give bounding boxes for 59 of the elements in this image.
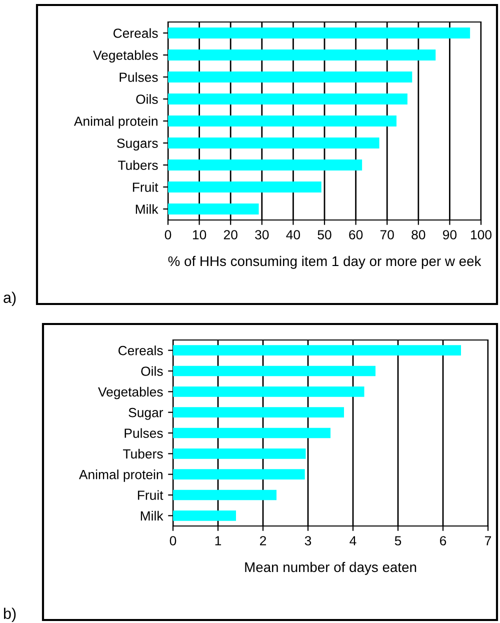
- y-tick-label: Animal protein: [78, 470, 162, 482]
- x-tick-label: 90: [442, 230, 457, 240]
- y-tick-label: Tubers: [118, 160, 158, 170]
- y-tick-label: Milk: [136, 204, 158, 214]
- x-tick-label: 4: [350, 536, 356, 546]
- y-tick-label: Sugars: [117, 138, 158, 151]
- bar: [168, 50, 436, 60]
- x-tick-label: 2: [260, 536, 266, 546]
- y-tick-label: Pulses: [124, 428, 163, 438]
- bar: [168, 72, 412, 82]
- x-tick-label: 10: [192, 230, 206, 240]
- y-tick-label: Oils: [141, 366, 163, 376]
- x-tick-label: 30: [255, 230, 269, 240]
- x-tick-label: 70: [380, 230, 394, 240]
- y-tick-label: Oils: [136, 94, 158, 104]
- x-axis-title: % of HHs consuming item 1 day or more per w eek: [168, 256, 482, 269]
- x-tick-label: 3: [304, 536, 312, 546]
- x-tick-label: 50: [318, 230, 332, 240]
- text: b): [4, 608, 16, 622]
- y-tick-label: Pulses: [120, 72, 158, 82]
- x-axis-title: Mean number of days eaten: [245, 562, 416, 575]
- text: a): [4, 292, 16, 306]
- bar: [168, 182, 322, 192]
- x-tick-label: 20: [224, 230, 238, 240]
- y-tick-label: Milk: [140, 510, 164, 520]
- y-tick-label: Fruit: [132, 182, 158, 192]
- y-tick-label: Fruit: [138, 490, 164, 500]
- x-tick-label: 0: [170, 536, 176, 546]
- bar: [168, 94, 408, 104]
- x-tick-label: 1: [215, 536, 222, 546]
- bar: [168, 116, 396, 126]
- bar: [168, 28, 470, 38]
- x-tick-label: 100: [471, 230, 492, 240]
- y-tick-label: Tubers: [123, 448, 163, 459]
- x-tick-label: 60: [349, 230, 363, 240]
- y-tick-label: Cereals: [118, 346, 163, 356]
- bar: [168, 204, 259, 214]
- x-tick-label: 6: [440, 536, 446, 546]
- bar: [173, 345, 461, 356]
- x-tick-label: 5: [394, 536, 402, 546]
- bar: [173, 469, 305, 480]
- bar: [173, 448, 306, 459]
- bar: [168, 138, 380, 148]
- x-tick-label: 80: [412, 230, 426, 240]
- bar: [173, 490, 276, 500]
- y-tick-label: Vegetables: [98, 386, 163, 400]
- bar: [173, 407, 344, 418]
- bar: [173, 386, 364, 397]
- x-tick-label: 0: [164, 230, 172, 240]
- bar: [173, 428, 330, 438]
- y-tick-label: Animal protein: [74, 116, 158, 129]
- y-tick-label: Sugar: [128, 408, 164, 420]
- bar: [173, 366, 376, 376]
- x-tick-label: 40: [286, 230, 300, 240]
- y-tick-label: Cereals: [113, 28, 158, 38]
- y-tick-label: Vegetables: [93, 50, 158, 63]
- bar: [168, 160, 362, 170]
- x-tick-label: 7: [485, 536, 492, 546]
- bar: [173, 510, 236, 521]
